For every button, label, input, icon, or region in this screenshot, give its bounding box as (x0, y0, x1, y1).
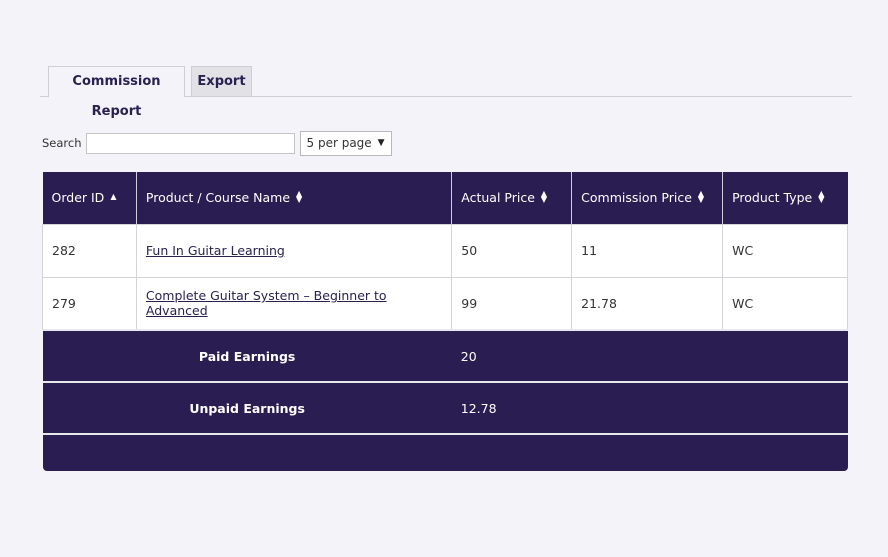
table-row: 282 Fun In Guitar Learning 50 11 WC (42, 223, 848, 278)
order-id-cell: 282 (42, 223, 137, 278)
column-label: Product Type (732, 190, 813, 206)
tab-export[interactable]: Export (191, 66, 252, 96)
footer-cell (42, 433, 452, 471)
table-footer-row (42, 433, 848, 471)
product-link[interactable]: Complete Guitar System – Beginner to Adv… (145, 288, 387, 319)
per-page-value: 5 per page (306, 135, 372, 150)
column-label: Commission Price (581, 190, 692, 206)
commission-report-panel: Commission Report Export Search 5 per pa… (40, 58, 852, 471)
actual-price-cell: 50 (451, 223, 573, 278)
unpaid-earnings-value: 12.78 (451, 381, 848, 434)
commission-table: Order ID ▲ Product / Course Name ▲ ▼ Actual… (42, 172, 848, 471)
table-controls: Search 5 per page ▼ (42, 130, 392, 156)
unpaid-earnings-label: Unpaid Earnings (42, 381, 452, 434)
paid-earnings-row: Paid Earnings 20 (42, 329, 848, 382)
tab-commission-report[interactable]: Commission Report (48, 66, 185, 119)
column-label: Actual Price (461, 190, 535, 206)
tab-bar: Commission Report Export (40, 58, 852, 119)
order-id-cell: 279 (42, 276, 137, 331)
product-cell: Fun In Guitar Learning (135, 223, 453, 278)
paid-earnings-label: Paid Earnings (42, 329, 452, 382)
column-label: Order ID (51, 190, 105, 206)
sort-icon: ▲ ▼ (296, 188, 303, 204)
column-label: Product / Course Name (145, 190, 291, 206)
sort-icon: ▲ ▼ (818, 188, 825, 204)
actual-price-cell: 99 (451, 276, 573, 331)
product-cell: Complete Guitar System – Beginner to Adv… (135, 276, 453, 331)
column-header-commission-price[interactable]: Commission Price ▲ ▼ (571, 172, 723, 224)
search-label: Search (42, 136, 82, 150)
paid-earnings-value: 20 (451, 329, 848, 382)
sort-icon: ▲ ▼ (540, 188, 548, 204)
unpaid-earnings-row: Unpaid Earnings 12.78 (42, 381, 848, 434)
per-page-select[interactable]: 5 per page ▼ (299, 130, 392, 156)
table-row: 279 Complete Guitar System – Beginner to… (42, 276, 848, 331)
product-type-cell: WC (722, 223, 848, 278)
search-input[interactable] (85, 132, 295, 154)
table-header-row: Order ID ▲ Product / Course Name ▲ ▼ Actual… (42, 172, 848, 224)
column-header-product-type[interactable]: Product Type ▲ ▼ (722, 172, 848, 224)
product-link[interactable]: Fun In Guitar Learning (145, 243, 285, 258)
sort-ascending-icon: ▲ (110, 191, 117, 201)
commission-price-cell: 11 (571, 223, 724, 278)
column-header-actual-price[interactable]: Actual Price ▲ ▼ (451, 172, 572, 224)
commission-price-cell: 21.78 (571, 276, 724, 331)
column-header-order-id[interactable]: Order ID ▲ (42, 172, 137, 224)
sort-icon: ▲ ▼ (697, 188, 705, 204)
column-header-product-name[interactable]: Product / Course Name ▲ ▼ (135, 172, 452, 224)
product-type-cell: WC (722, 276, 848, 331)
footer-cell (451, 433, 848, 471)
chevron-down-icon: ▼ (377, 137, 385, 148)
